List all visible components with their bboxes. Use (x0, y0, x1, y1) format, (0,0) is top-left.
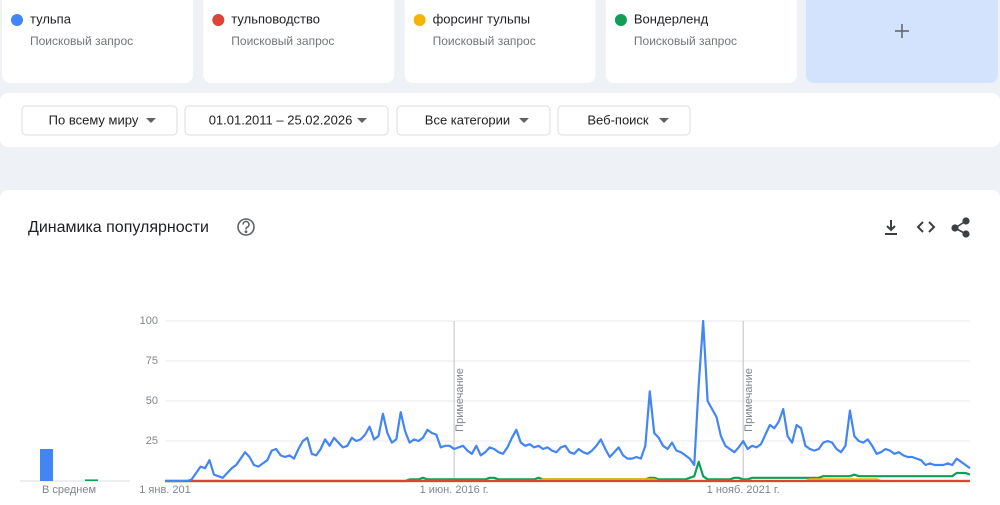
avg-bar (85, 479, 98, 481)
term-subtitle: Поисковый запрос (30, 34, 133, 48)
dropdown-caret (357, 118, 367, 123)
filter-label: Веб-поиск (587, 112, 649, 127)
term-card-bg (2, 0, 193, 83)
legend-dot (413, 14, 426, 26)
chart-card (0, 190, 1000, 505)
filter-box (184, 105, 389, 136)
series-line (165, 319, 971, 483)
filter-label: Все категории (425, 112, 510, 127)
legend-label: форсинг тульпы (433, 11, 531, 26)
term-card[interactable]: тульповодство Поисковый запрос (203, 0, 395, 83)
dropdown-caret (146, 118, 156, 123)
x-tick-label: 1 янв. 201 (139, 484, 191, 496)
y-tick-label: 25 (146, 435, 158, 447)
filter-dropdown[interactable]: Все категории (396, 105, 551, 136)
add-term-bg (806, 0, 998, 83)
term-card[interactable]: тульпа Поисковый запрос (2, 0, 193, 83)
filter-box (21, 105, 178, 136)
dropdown-caret (659, 118, 669, 123)
legend-label: Вондерленд (634, 11, 709, 26)
dropdown-caret (519, 118, 529, 123)
filter-label: 01.01.2011 – 25.02.2026 (209, 112, 353, 127)
generated: тульпа Поисковый запрос тульповодство Поиск… (2, 0, 998, 496)
y-tick-label: 75 (146, 355, 158, 367)
share-icon[interactable] (951, 217, 970, 238)
note-label: Примечание (454, 368, 466, 432)
term-card[interactable]: Вондерленд Поисковый запрос (605, 0, 797, 83)
plus-icon (895, 24, 909, 38)
avg-bar (40, 449, 53, 481)
filter-dropdown[interactable]: По всему миру (21, 105, 178, 136)
filter-dropdown[interactable]: Веб-поиск (557, 105, 691, 136)
y-tick-label: 100 (140, 315, 158, 327)
filter-box (396, 105, 551, 136)
add-term-button[interactable] (806, 0, 998, 83)
legend-label: тульповодство (231, 11, 320, 26)
term-subtitle: Поисковый запрос (433, 34, 536, 48)
filter-box (557, 105, 691, 136)
legend-dot (614, 14, 627, 26)
legend-label: тульпа (30, 11, 72, 26)
legend-dot (11, 14, 23, 26)
x-tick-label: 1 июн. 2016 г. (420, 484, 489, 496)
filter-label: По всему миру (49, 112, 139, 127)
filter-dropdown[interactable]: 01.01.2011 – 25.02.2026 (184, 105, 389, 136)
x-tick-label: 1 нояб. 2021 г. (707, 484, 780, 496)
term-subtitle: Поисковый запрос (634, 34, 737, 48)
download-icon[interactable] (885, 220, 897, 235)
chart-title: Динамика популярности (28, 219, 209, 236)
note-label: Примечание (743, 368, 755, 432)
avg-label: В среднем (42, 484, 96, 496)
y-tick-label: 50 (146, 395, 158, 407)
term-card[interactable]: форсинг тульпы Поисковый запрос (404, 0, 596, 83)
legend-dot (212, 14, 225, 26)
term-card-bg (203, 0, 395, 83)
embed-icon[interactable] (916, 221, 936, 233)
help-icon[interactable] (237, 218, 255, 236)
term-card-bg (404, 0, 596, 83)
term-subtitle: Поисковый запрос (231, 34, 334, 48)
term-card-bg (605, 0, 797, 83)
